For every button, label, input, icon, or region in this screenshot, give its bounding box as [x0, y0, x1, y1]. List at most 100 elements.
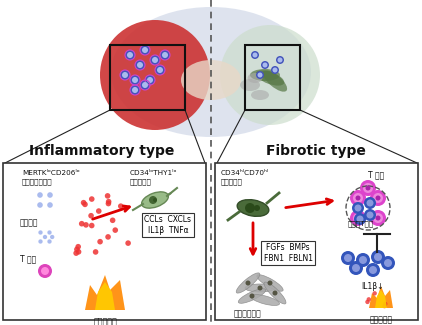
- Circle shape: [354, 213, 366, 225]
- Circle shape: [125, 240, 131, 246]
- Circle shape: [257, 285, 262, 291]
- Ellipse shape: [247, 73, 262, 83]
- Circle shape: [50, 235, 54, 239]
- Text: 制御性T細胞: 制御性T細胞: [348, 220, 374, 227]
- Ellipse shape: [257, 275, 283, 291]
- Circle shape: [383, 302, 387, 306]
- Circle shape: [249, 293, 254, 298]
- Circle shape: [157, 67, 163, 73]
- Circle shape: [366, 263, 380, 277]
- Circle shape: [363, 183, 373, 193]
- Circle shape: [364, 197, 376, 209]
- Circle shape: [105, 193, 111, 199]
- Circle shape: [360, 180, 376, 196]
- Circle shape: [251, 51, 259, 59]
- Circle shape: [140, 45, 150, 55]
- Circle shape: [33, 188, 47, 202]
- Bar: [215, 163, 418, 320]
- Text: 線維芽細胞: 線維芽細胞: [130, 178, 152, 185]
- Circle shape: [370, 210, 386, 226]
- Circle shape: [88, 213, 94, 218]
- Circle shape: [353, 213, 363, 223]
- Ellipse shape: [240, 79, 260, 91]
- Ellipse shape: [256, 71, 284, 85]
- Text: CD34ʰᴵCD70ʰᴵ: CD34ʰᴵCD70ʰᴵ: [221, 170, 269, 176]
- Circle shape: [118, 203, 124, 209]
- Circle shape: [384, 259, 392, 267]
- Circle shape: [47, 202, 53, 208]
- Circle shape: [149, 196, 157, 204]
- Circle shape: [150, 55, 160, 65]
- Circle shape: [47, 239, 51, 244]
- Circle shape: [153, 198, 157, 202]
- Text: マクロファージ: マクロファージ: [22, 178, 53, 185]
- Circle shape: [79, 221, 84, 227]
- Circle shape: [40, 232, 50, 242]
- Circle shape: [35, 236, 46, 247]
- Circle shape: [254, 205, 260, 211]
- Circle shape: [349, 261, 363, 275]
- Circle shape: [105, 234, 111, 240]
- Circle shape: [47, 232, 57, 242]
- PathPatch shape: [375, 290, 387, 308]
- Ellipse shape: [237, 200, 269, 216]
- Circle shape: [44, 227, 55, 238]
- Circle shape: [373, 291, 377, 295]
- Ellipse shape: [251, 294, 279, 305]
- Circle shape: [112, 227, 118, 233]
- Circle shape: [245, 203, 255, 213]
- Ellipse shape: [245, 284, 275, 292]
- Circle shape: [106, 201, 111, 206]
- Circle shape: [83, 222, 89, 228]
- Circle shape: [145, 75, 155, 85]
- Circle shape: [370, 190, 386, 206]
- Circle shape: [350, 210, 366, 226]
- Circle shape: [100, 20, 210, 130]
- Circle shape: [367, 297, 371, 302]
- Circle shape: [278, 58, 282, 62]
- Text: Fibrotic type: Fibrotic type: [266, 144, 366, 158]
- Circle shape: [381, 256, 395, 270]
- Circle shape: [373, 213, 383, 223]
- Circle shape: [43, 188, 57, 202]
- Text: Inflammatory type: Inflammatory type: [29, 144, 175, 158]
- Circle shape: [257, 72, 262, 77]
- Bar: [245, 45, 300, 110]
- Circle shape: [366, 200, 373, 206]
- Text: 線維芽細胞: 線維芽細胞: [221, 178, 243, 185]
- Circle shape: [35, 227, 46, 238]
- PathPatch shape: [95, 282, 115, 310]
- Ellipse shape: [250, 69, 280, 81]
- Circle shape: [271, 66, 279, 74]
- Circle shape: [120, 70, 130, 80]
- Ellipse shape: [181, 60, 241, 100]
- Circle shape: [130, 85, 140, 95]
- Circle shape: [364, 209, 376, 221]
- Circle shape: [352, 202, 364, 214]
- Circle shape: [356, 253, 370, 267]
- PathPatch shape: [85, 275, 125, 310]
- Circle shape: [47, 230, 51, 235]
- Text: CD34ᴵᵒTHY1ᴵᵒ: CD34ᴵᵒTHY1ᴵᵒ: [130, 170, 178, 176]
- Circle shape: [38, 264, 52, 278]
- Circle shape: [142, 82, 148, 88]
- Circle shape: [359, 256, 367, 264]
- Circle shape: [37, 192, 43, 198]
- Ellipse shape: [251, 90, 269, 100]
- Circle shape: [354, 204, 362, 212]
- Circle shape: [76, 244, 81, 250]
- Text: MERTKᴵᵒCD206ᴵᵒ: MERTKᴵᵒCD206ᴵᵒ: [22, 170, 80, 176]
- Circle shape: [162, 52, 168, 58]
- Circle shape: [110, 217, 116, 223]
- Ellipse shape: [264, 282, 286, 304]
- Text: T 細胞: T 細胞: [20, 254, 36, 263]
- Circle shape: [137, 62, 143, 68]
- Circle shape: [256, 71, 264, 79]
- Circle shape: [43, 235, 47, 239]
- Circle shape: [37, 202, 43, 208]
- Circle shape: [350, 190, 366, 206]
- Circle shape: [268, 280, 273, 285]
- Ellipse shape: [111, 7, 311, 137]
- Text: 線維化の進行: 線維化の進行: [234, 309, 262, 318]
- Circle shape: [273, 291, 278, 295]
